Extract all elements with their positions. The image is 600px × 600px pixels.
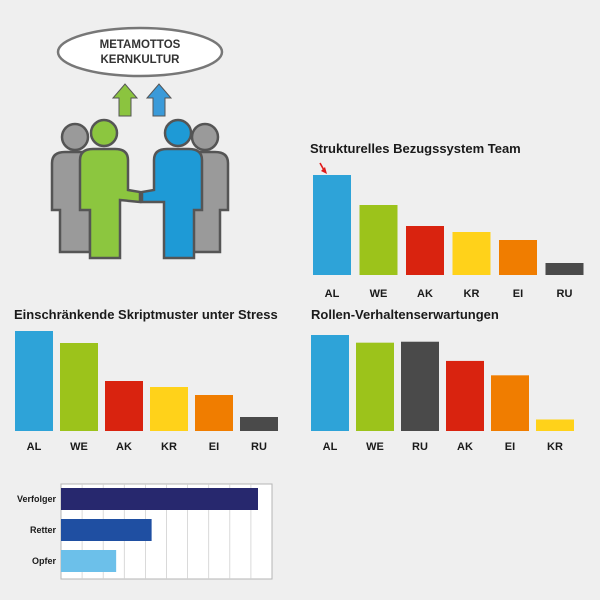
- bar-ei: [499, 240, 537, 275]
- category-label-retter: Retter: [30, 525, 57, 535]
- chart1-title: Strukturelles Bezugssystem Team: [310, 141, 521, 156]
- chart3-roles: AL WE RU AK EI KR: [311, 335, 574, 453]
- bar-kr: [536, 419, 574, 431]
- oval-line2: KERNKULTUR: [100, 54, 180, 66]
- tick-label-ru: RU: [251, 441, 267, 453]
- tick-label-ru: RU: [557, 288, 573, 300]
- tick-label-ei: EI: [505, 441, 515, 453]
- bar-ak: [446, 360, 484, 431]
- bar-al: [313, 175, 351, 275]
- green-arrow-icon: [111, 83, 139, 117]
- bar-verfolger: [61, 488, 258, 510]
- team-people-icon: METAMOTTOS KERNKULTUR: [50, 26, 230, 260]
- tick-label-ei: EI: [209, 441, 219, 453]
- oval-line1: METAMOTTOS: [100, 39, 181, 51]
- tick-label-kr: KR: [161, 441, 177, 453]
- tick-label-al: AL: [323, 441, 338, 453]
- tick-label-we: WE: [70, 441, 88, 453]
- tick-label-ru: RU: [412, 441, 428, 453]
- bar-al: [311, 335, 349, 431]
- tick-label-al: AL: [325, 288, 340, 300]
- bar-opfer: [61, 550, 117, 572]
- chart4-drama-roles: Verfolger Retter Opfer: [17, 483, 273, 580]
- category-label-opfer: Opfer: [32, 556, 57, 566]
- tick-label-ak: AK: [417, 288, 433, 300]
- bar-we: [359, 205, 398, 275]
- bar-ei: [195, 395, 233, 431]
- category-label-verfolger: Verfolger: [17, 494, 57, 504]
- chart3-title: Rollen-Verhaltenserwartungen: [311, 307, 499, 322]
- tick-label-kr: KR: [464, 288, 480, 300]
- bar-ak: [105, 381, 143, 431]
- team-illustration: METAMOTTOS KERNKULTUR: [40, 20, 250, 265]
- core-culture-oval: [56, 26, 224, 78]
- bar-we: [60, 343, 98, 431]
- blue-person: [140, 118, 204, 260]
- tick-label-we: WE: [366, 441, 384, 453]
- bar-ei: [491, 375, 529, 431]
- tick-label-al: AL: [27, 441, 42, 453]
- bar-kr: [452, 232, 491, 275]
- blue-arrow-icon: [145, 83, 173, 117]
- bar-al: [15, 331, 53, 431]
- green-person: [78, 118, 142, 260]
- bar-ru: [240, 417, 278, 431]
- tick-label-ak: AK: [116, 441, 132, 453]
- bar-we: [356, 342, 394, 431]
- bar-ru: [401, 341, 439, 431]
- bar-ak: [406, 226, 444, 275]
- bar-retter: [61, 519, 152, 541]
- bar-kr: [150, 387, 188, 431]
- bar-ru: [545, 263, 584, 275]
- chart1-team: AL WE AK KR EI RU: [313, 162, 584, 300]
- tick-label-we: WE: [370, 288, 388, 300]
- red-arrow-icon: [319, 162, 327, 174]
- tick-label-ak: AK: [457, 441, 473, 453]
- tick-label-kr: KR: [547, 441, 563, 453]
- chart2-stress: AL WE AK KR EI RU: [15, 331, 278, 453]
- chart2-title: Einschränkende Skriptmuster unter Stress: [14, 307, 278, 322]
- tick-label-ei: EI: [513, 288, 523, 300]
